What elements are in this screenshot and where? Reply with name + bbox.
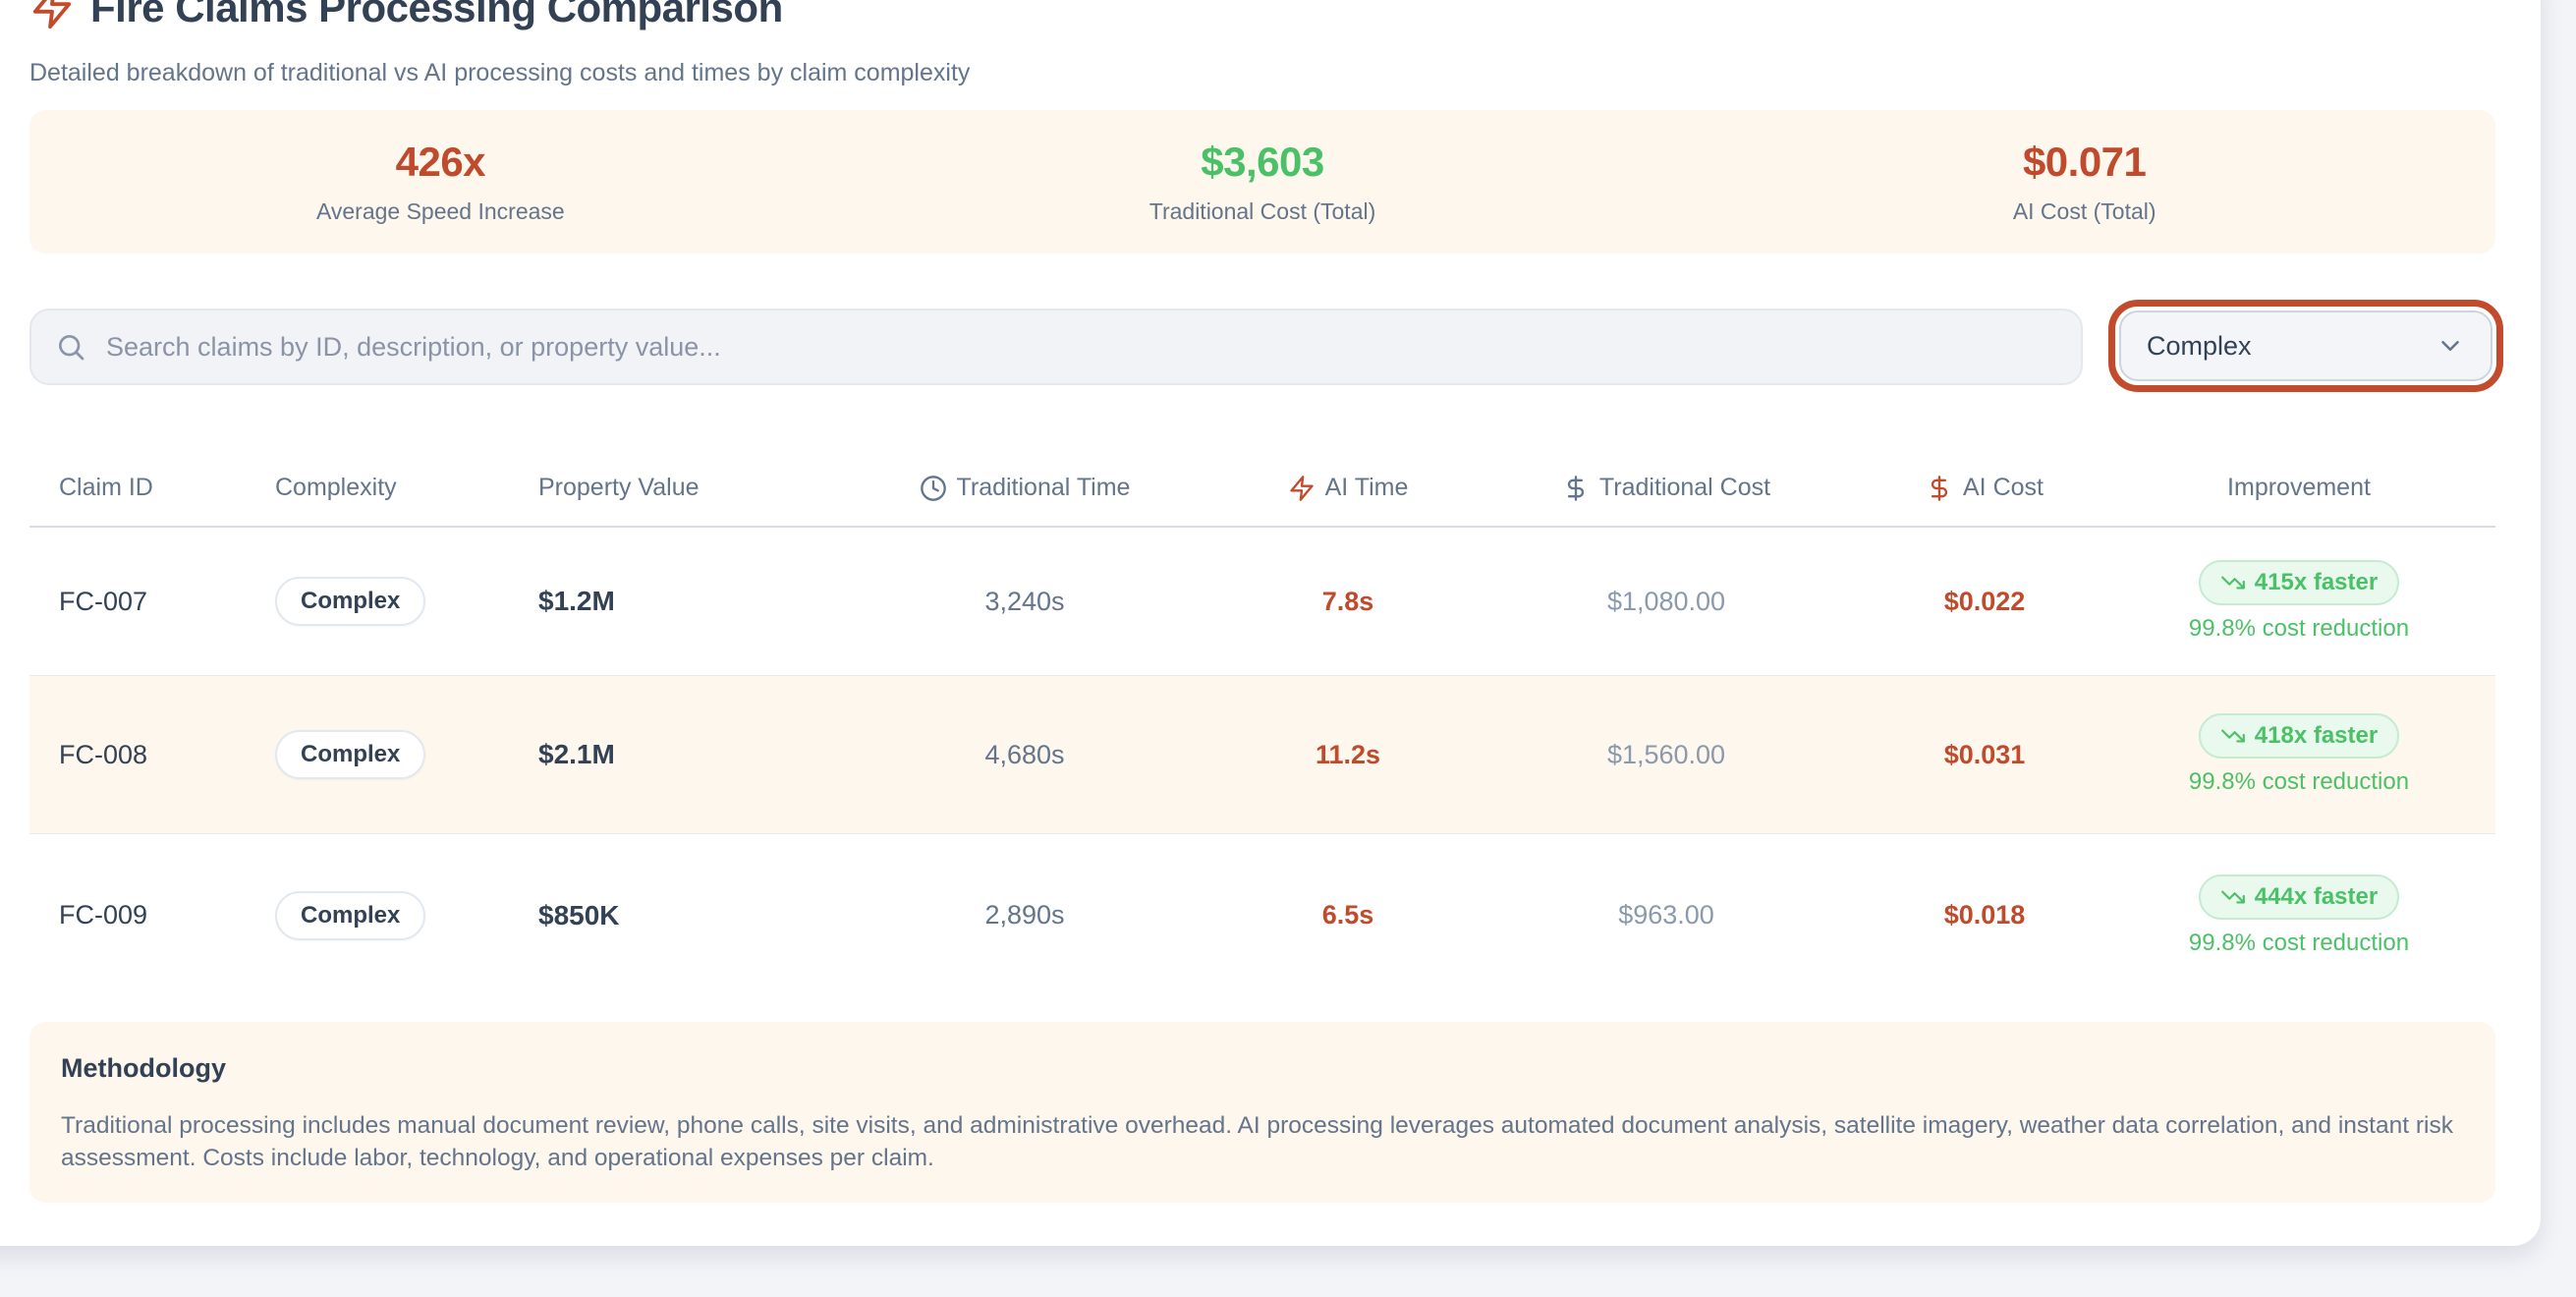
- stat-value: 426x: [395, 139, 486, 185]
- dollar-icon: [1567, 475, 1585, 501]
- claim-id-cell: FC-008: [59, 739, 148, 769]
- search-icon: [59, 335, 84, 361]
- dollar-icon: [1931, 475, 1948, 501]
- stat-label: Traditional Cost (Total): [1148, 198, 1376, 224]
- search-bar: [29, 309, 2083, 385]
- ai-cost-cell: $0.018: [1943, 900, 2026, 930]
- ai-time-cell: 7.8s: [1321, 586, 1374, 616]
- ai-cost-cell: $0.022: [1943, 586, 2026, 616]
- complexity-filter-select[interactable]: Complex: [2108, 300, 2503, 392]
- chevron-down-icon: [2441, 341, 2459, 351]
- stat-speed-increase: 426x Average Speed Increase: [29, 139, 852, 225]
- header-traditional-cost: Traditional Cost: [1470, 474, 1863, 502]
- cost-reduction-label: 99.8% cost reduction: [2188, 929, 2410, 956]
- table-row[interactable]: FC-009 Complex $850K 2,890s 6.5s $963.00…: [29, 834, 2495, 996]
- traditional-time-cell: 4,680s: [984, 739, 1065, 769]
- claim-id-cell: FC-007: [59, 586, 148, 616]
- table-header-row: Claim ID Complexity Property Value Tradi…: [29, 450, 2495, 528]
- complexity-badge: Complex: [275, 890, 426, 940]
- property-value-cell: $1.2M: [538, 586, 615, 616]
- improvement-cell: 418x faster 99.8% cost reduction: [2106, 713, 2492, 796]
- complexity-cell: Complex: [275, 730, 538, 779]
- clock-icon: [920, 475, 946, 501]
- ai-time-cell: 11.2s: [1315, 739, 1381, 769]
- zap-icon: [32, 0, 72, 29]
- cost-reduction-label: 99.8% cost reduction: [2188, 768, 2410, 795]
- search-input[interactable]: [104, 330, 2057, 364]
- header-property-value: Property Value: [538, 474, 700, 501]
- stat-value: $3,603: [1201, 139, 1324, 185]
- complexity-cell: Complex: [275, 890, 538, 940]
- speed-badge: 415x faster: [2198, 560, 2400, 605]
- header-ai-cost: AI Cost: [1863, 474, 2106, 502]
- ai-time-cell: 6.5s: [1321, 900, 1374, 930]
- header-ai-time: AI Time: [1226, 474, 1470, 502]
- claim-id-cell: FC-009: [59, 900, 148, 930]
- ai-cost-cell: $0.031: [1943, 739, 2026, 769]
- complexity-badge: Complex: [275, 730, 426, 779]
- property-value-cell: $850K: [538, 899, 620, 930]
- zap-icon: [1289, 475, 1314, 501]
- page-header: Fire Claims Processing Comparison: [29, 0, 783, 31]
- traditional-cost-cell: $963.00: [1618, 900, 1714, 930]
- trending-down-icon: [2220, 890, 2245, 903]
- claims-table: Claim ID Complexity Property Value Tradi…: [29, 450, 2495, 996]
- methodology-title: Methodology: [61, 1053, 226, 1083]
- improvement-cell: 444x faster 99.8% cost reduction: [2106, 874, 2492, 957]
- header-improvement: Improvement: [2227, 474, 2371, 501]
- header-traditional-time: Traditional Time: [823, 474, 1226, 502]
- table-row[interactable]: FC-008 Complex $2.1M 4,680s 11.2s $1,560…: [29, 676, 2495, 834]
- traditional-cost-cell: $1,560.00: [1606, 739, 1726, 769]
- property-value-cell: $2.1M: [538, 739, 615, 769]
- trending-down-icon: [2220, 729, 2245, 743]
- stat-label: AI Cost (Total): [2012, 198, 2156, 224]
- stat-traditional-cost: $3,603 Traditional Cost (Total): [852, 139, 1674, 225]
- complexity-cell: Complex: [275, 577, 538, 626]
- cost-reduction-label: 99.8% cost reduction: [2188, 615, 2410, 642]
- speed-badge: 444x faster: [2198, 874, 2400, 920]
- traditional-cost-cell: $1,080.00: [1606, 586, 1726, 616]
- stat-value: $0.071: [2022, 139, 2147, 185]
- traditional-time-cell: 2,890s: [984, 900, 1065, 930]
- stat-label: Average Speed Increase: [315, 198, 565, 224]
- speed-badge: 418x faster: [2198, 713, 2400, 759]
- filter-selected-value: Complex: [2147, 330, 2252, 361]
- header-claim-id: Claim ID: [59, 474, 153, 501]
- page-subtitle: Detailed breakdown of traditional vs AI …: [29, 59, 971, 86]
- improvement-cell: 415x faster 99.8% cost reduction: [2106, 560, 2492, 643]
- complexity-badge: Complex: [275, 577, 426, 626]
- table-row[interactable]: FC-007 Complex $1.2M 3,240s 7.8s $1,080.…: [29, 528, 2495, 676]
- traditional-time-cell: 3,240s: [984, 586, 1065, 616]
- header-complexity: Complexity: [275, 474, 397, 501]
- trending-down-icon: [2220, 576, 2245, 590]
- page-title: Fire Claims Processing Comparison: [90, 0, 783, 30]
- stat-ai-cost: $0.071 AI Cost (Total): [1673, 139, 2495, 225]
- methodology-panel: Methodology Traditional processing inclu…: [29, 1022, 2495, 1203]
- summary-stats-panel: 426x Average Speed Increase $3,603 Tradi…: [29, 110, 2495, 254]
- methodology-text: Traditional processing includes manual d…: [61, 1112, 2453, 1171]
